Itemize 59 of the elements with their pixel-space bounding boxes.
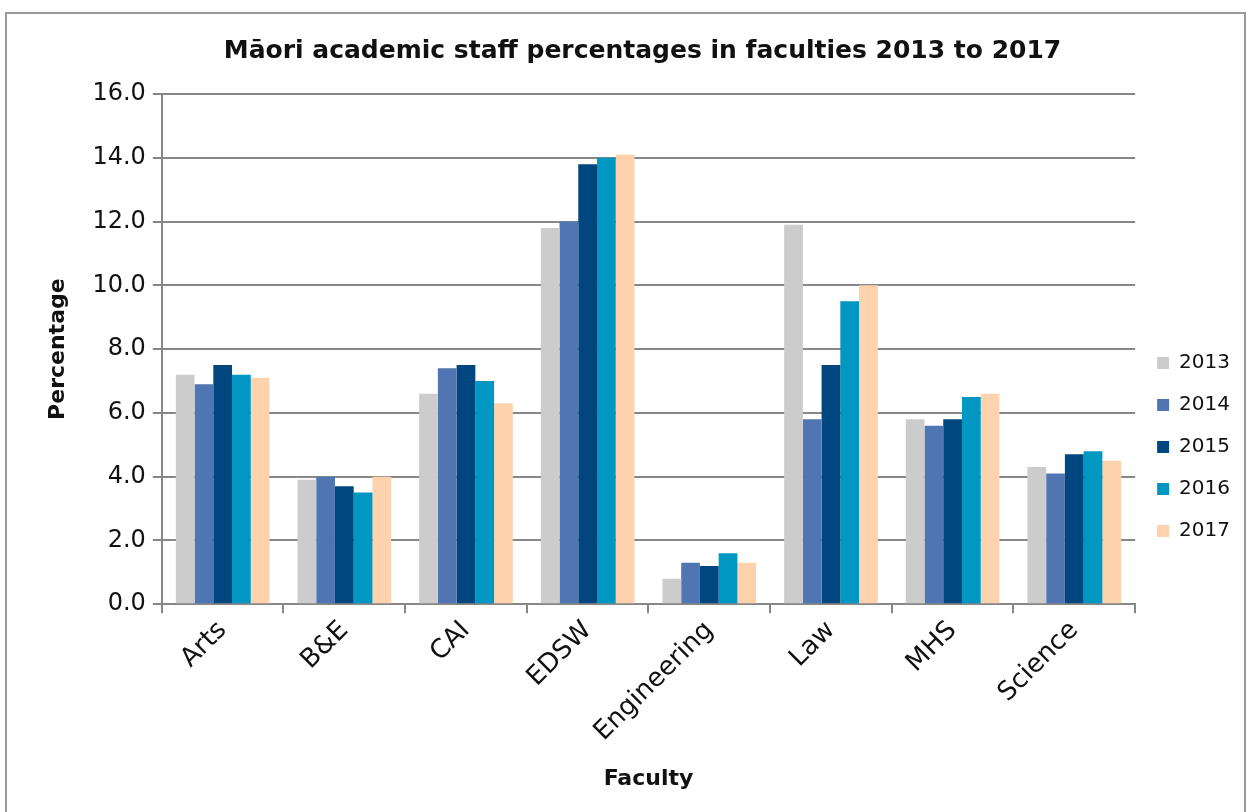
bar [597, 157, 616, 604]
bar [718, 553, 738, 604]
bar [821, 365, 841, 604]
y-tick-label: 10.0 [92, 269, 146, 298]
bar [372, 476, 392, 604]
bar [615, 154, 635, 604]
x-axis-title: Faculty [603, 764, 694, 790]
bar [1083, 451, 1103, 604]
y-tick-label: 0.0 [107, 588, 146, 617]
y-tick-label: 6.0 [107, 397, 146, 426]
bar [1102, 460, 1122, 604]
y-tick-label: 8.0 [107, 333, 146, 362]
bar [737, 562, 757, 604]
legend-label: 2016 [1179, 475, 1231, 500]
x-tick-label: CAI [422, 614, 475, 667]
bar [840, 301, 860, 604]
legend-label: 2015 [1179, 433, 1231, 458]
bar [475, 381, 495, 604]
bar [250, 377, 270, 604]
bar [980, 393, 1000, 604]
bar [1027, 467, 1047, 604]
bar [194, 384, 214, 604]
bar [943, 419, 962, 604]
bar [175, 374, 195, 604]
bar [662, 578, 682, 604]
y-tick-label: 4.0 [107, 460, 146, 489]
bar [961, 396, 981, 604]
bar [437, 368, 457, 604]
bar [1064, 454, 1084, 604]
bar [699, 565, 719, 604]
bar [334, 486, 354, 604]
y-tick-label: 16.0 [92, 78, 146, 107]
bar [494, 403, 513, 604]
legend-label: 2017 [1179, 517, 1231, 542]
legend-label: 2013 [1179, 349, 1231, 374]
bar [456, 365, 476, 604]
bar [802, 419, 822, 604]
bar [681, 562, 700, 604]
bar [316, 476, 335, 604]
bar [213, 365, 233, 604]
bar [297, 479, 317, 604]
bar [540, 227, 560, 604]
chart-title: Māori academic staff percentages in faculties 2013 to 2017 [223, 34, 1062, 64]
bar [419, 393, 438, 604]
bar [859, 285, 878, 604]
y-tick-label: 12.0 [92, 205, 146, 234]
bar [353, 492, 373, 604]
bar [784, 224, 803, 604]
legend-label: 2014 [1179, 391, 1231, 416]
x-tick-label: Law [782, 614, 840, 672]
y-axis-title: Percentage [43, 278, 69, 420]
bar [924, 425, 944, 604]
bar [578, 164, 598, 604]
bar [559, 221, 579, 604]
bar [1046, 473, 1065, 604]
y-tick-label: 14.0 [92, 142, 146, 171]
bar [905, 419, 925, 604]
bar [232, 374, 251, 604]
y-tick-label: 2.0 [107, 524, 146, 553]
